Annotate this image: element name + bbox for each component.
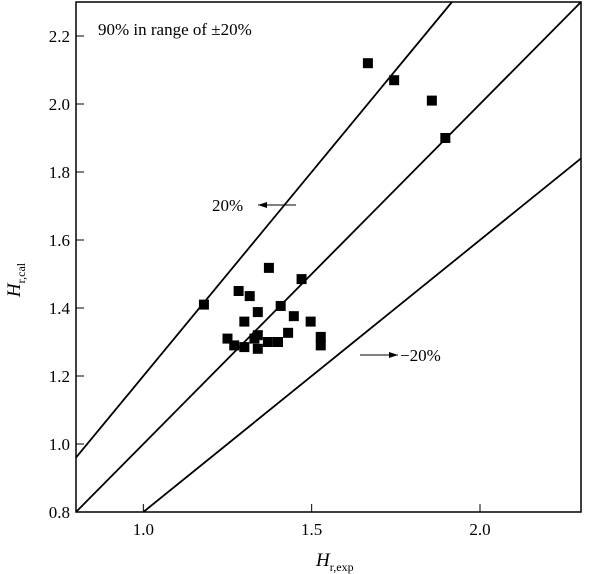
data-point [305, 316, 316, 327]
minus-20-label: −20% [360, 346, 441, 365]
y-tick-label: 1.4 [49, 299, 71, 318]
svg-text:20%: 20% [212, 196, 243, 215]
data-point [296, 274, 307, 285]
data-point [222, 333, 233, 344]
data-point [362, 58, 373, 69]
reference-line-minus-20 [142, 157, 582, 513]
svg-text:Hr,cal: Hr,cal [4, 262, 28, 298]
data-point [389, 75, 400, 86]
plus-20-label: 20% [212, 196, 296, 215]
x-tick-label: 2.0 [469, 520, 490, 539]
data-point [262, 337, 273, 347]
data-point [288, 311, 299, 322]
x-tick-label: 1.0 [133, 520, 154, 539]
svg-text:Hr,exp: Hr,exp [315, 550, 354, 574]
data-point [275, 300, 286, 311]
range-annotation: 90% in range of ±20% [98, 20, 252, 39]
data-point [252, 330, 263, 341]
reference-line-equal [75, 1, 582, 513]
data-point [239, 342, 250, 353]
data-point [252, 307, 263, 318]
data-point [198, 299, 209, 310]
data-point [263, 262, 274, 273]
y-tick-label: 0.8 [49, 503, 70, 522]
y-tick-label: 1.0 [49, 435, 70, 454]
x-axis-label: Hr,exp [315, 550, 354, 574]
y-tick-label: 2.0 [49, 95, 70, 114]
data-point [315, 331, 326, 342]
y-axis-label: Hr,cal [4, 262, 28, 298]
reference-line-plus-20 [75, 1, 453, 459]
y-tick-label: 1.8 [49, 163, 70, 182]
data-point [426, 95, 437, 106]
y-tick-label: 1.6 [49, 231, 70, 250]
data-point [440, 133, 451, 143]
data-point [273, 337, 283, 347]
y-tick-label: 2.2 [49, 27, 70, 46]
data-point [244, 291, 255, 302]
data-point [315, 340, 326, 351]
plot-frame [75, 1, 582, 513]
data-point [233, 286, 244, 296]
y-tick-label: 1.2 [49, 367, 70, 386]
data-point [283, 327, 294, 338]
x-tick-label: 1.5 [301, 520, 322, 539]
data-point [252, 343, 263, 354]
svg-text:−20%: −20% [400, 346, 441, 365]
data-point [229, 340, 240, 351]
data-point [239, 316, 250, 327]
